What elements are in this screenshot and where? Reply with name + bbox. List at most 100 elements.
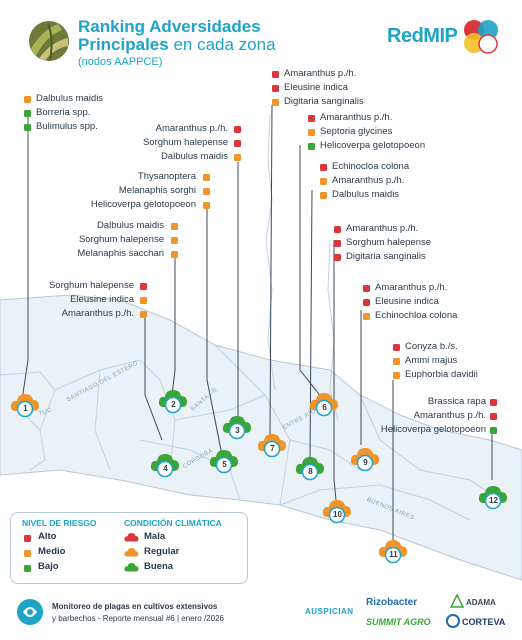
zone-3-item-1: Amaranthus p./h. <box>155 123 228 134</box>
redmip-logo-text: RedMIP <box>387 25 458 47</box>
zone-8-item-2: Amaranthus p./h. <box>332 175 405 186</box>
zone-8-marker <box>295 457 324 481</box>
risk-dot <box>363 285 370 292</box>
zone-5-number: 5 <box>222 460 227 469</box>
legend-risk-alto: Alto <box>38 531 57 542</box>
risk-dot <box>320 192 327 199</box>
zone-2-number: 2 <box>171 400 176 409</box>
zone-2-item-1: Dalbulus maidis <box>96 220 164 231</box>
risk-dot <box>24 96 31 103</box>
zone-6-item-1: Amaranthus p./h. <box>320 112 393 123</box>
zone-9-item-3: Digitaria sanginalis <box>346 251 426 262</box>
legend-cloud-icons <box>124 533 139 572</box>
zone-7-number: 7 <box>270 444 275 453</box>
page-title: Ranking Adversidades Principales en cada… <box>78 17 276 54</box>
legend-risk-title: NIVEL DE RIESGO <box>22 518 97 528</box>
redmip-logo-icon <box>464 20 498 54</box>
zone-12-number: 12 <box>489 496 498 505</box>
risk-dot <box>171 237 178 244</box>
risk-dot <box>234 154 241 161</box>
zone-10-number: 10 <box>333 510 342 519</box>
risk-dot <box>203 174 210 181</box>
risk-dot <box>363 313 370 320</box>
risk-dot <box>140 283 147 290</box>
risk-dot <box>171 223 178 230</box>
zone-10-marker <box>322 500 351 524</box>
risk-dot <box>334 240 341 247</box>
zone-11-number: 11 <box>389 550 398 559</box>
sponsor-summit-agro: SUMMIT AGRO <box>366 617 431 627</box>
zone-9-item-2: Sorghum halepense <box>346 237 432 248</box>
risk-dot <box>490 413 497 420</box>
risk-dot <box>308 129 315 136</box>
risk-dot <box>393 358 400 365</box>
risk-dot <box>203 202 210 209</box>
risk-dot <box>24 124 31 131</box>
legend-dot-bajo <box>24 565 31 572</box>
zone-10-item-1: Amaranthus p./h. <box>375 282 448 293</box>
zone-5-marker <box>209 450 238 474</box>
zone-4-item-1: Sorghum halepense <box>48 280 134 291</box>
risk-dot <box>320 164 327 171</box>
risk-dot <box>24 110 31 117</box>
zone-4-number: 4 <box>163 464 168 473</box>
zone-8-number: 8 <box>308 467 313 476</box>
legend-risk-medio: Medio <box>38 546 66 557</box>
zone-11-item-3: Euphorbia davidii <box>405 369 478 380</box>
legend-dot-alto <box>24 535 31 542</box>
zone-5-item-1: Thysanoptera <box>137 171 196 182</box>
legend-dot-medio <box>24 550 31 557</box>
zone-3-number: 3 <box>235 426 240 435</box>
risk-dot <box>334 226 341 233</box>
risk-dot <box>234 126 241 133</box>
risk-dot <box>393 372 400 379</box>
zone-9-item-1: Amaranthus p./h. <box>346 223 419 234</box>
legend-climate-regular: Regular <box>144 546 180 557</box>
zone-2-item-2: Sorghum halepense <box>78 234 164 245</box>
risk-dot <box>490 427 497 434</box>
zone-2-item-3: Melanaphis sacchari <box>77 248 164 259</box>
zone-12-marker <box>478 486 507 510</box>
zone-10-item-3: Echinochloa colona <box>375 310 458 321</box>
zone-7-item-1: Amaranthus p./h. <box>284 68 357 79</box>
legend-climate-mala: Mala <box>144 531 166 542</box>
risk-dot <box>393 344 400 351</box>
zone-7-marker <box>257 434 286 458</box>
zone-5-item-2: Melanaphis sorghi <box>118 185 196 196</box>
zone-1-item-1: Dalbulus maidis <box>36 93 104 104</box>
risk-dot <box>272 85 279 92</box>
zone-4-item-2: Eleusine indica <box>70 294 134 305</box>
header-plant-photo <box>29 21 69 61</box>
auspician-label: AUSPICIAN <box>305 607 354 616</box>
sponsor-adama: ADAMA <box>466 598 496 607</box>
risk-dot <box>272 71 279 78</box>
zone-4-item-3: Amaranthus p./h. <box>61 308 134 319</box>
risk-dot <box>171 251 178 258</box>
zone-11-item-2: Ammi majus <box>405 355 458 366</box>
zone-7-item-2: Eleusine indica <box>284 82 348 93</box>
zone-3-item-3: Dalbulus maidis <box>160 151 228 162</box>
zone-1-item-3: Bulimulus spp. <box>36 121 98 132</box>
zone-3-item-2: Sorghum halepense <box>142 137 228 148</box>
sponsor-corteva: CORTEVA <box>462 617 506 627</box>
zone-6-item-2: Septoria glycines <box>320 126 393 137</box>
legend-climate-buena: Buena <box>144 561 174 572</box>
risk-dot <box>272 99 279 106</box>
zone-11-marker <box>378 540 407 564</box>
risk-dot <box>308 143 315 150</box>
zone-1-number: 1 <box>23 404 28 413</box>
footer-line-1: Monitoreo de plagas en cultivos extensiv… <box>52 602 218 611</box>
risk-dot <box>234 140 241 147</box>
legend <box>10 512 248 584</box>
zone-3-marker <box>222 416 251 440</box>
legend-risk-bajo: Bajo <box>38 561 59 572</box>
zone-8-item-3: Dalbulus maidis <box>332 189 400 200</box>
zone-4-marker <box>150 454 179 478</box>
zone-9-number: 9 <box>363 458 368 467</box>
risk-dot <box>334 254 341 261</box>
report-logo-icon <box>17 599 43 625</box>
zone-11-item-1: Conyza b./s. <box>405 341 458 352</box>
